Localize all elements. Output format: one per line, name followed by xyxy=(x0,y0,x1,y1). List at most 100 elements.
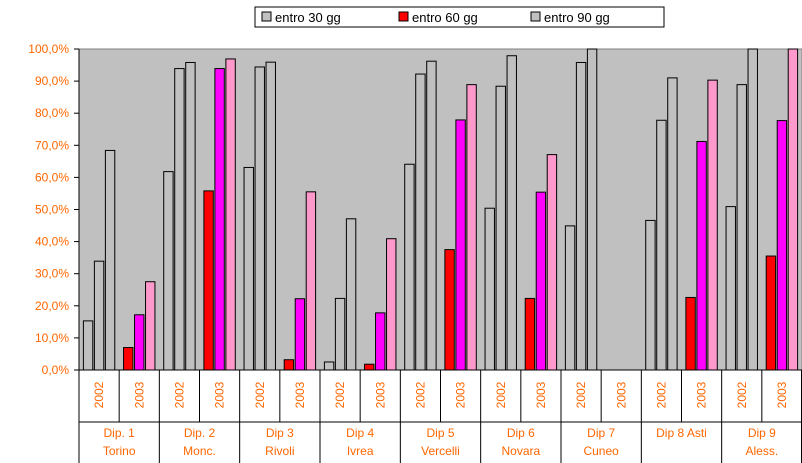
bar xyxy=(466,84,477,371)
bar xyxy=(484,207,495,371)
x-group-label: Torino xyxy=(103,444,136,458)
bar xyxy=(535,191,547,371)
x-tick-label-year: 2002 xyxy=(735,381,749,408)
bar xyxy=(163,171,174,371)
bar xyxy=(725,206,736,371)
bar xyxy=(323,361,335,371)
x-tick-label-year: 2003 xyxy=(775,381,789,408)
x-group-label: Dip 4 xyxy=(346,426,374,440)
y-tick-label: 30,0% xyxy=(35,267,69,281)
x-tick-label-year: 2003 xyxy=(534,381,548,408)
x-group-label: Novara xyxy=(501,444,540,458)
x-group-label: Cuneo xyxy=(583,444,619,458)
bar xyxy=(243,166,254,371)
y-axis: 0,0% 10,0% 20,0% 30,0% 40,0% 50,0% 60,0% 70,0% 8… xyxy=(28,42,80,377)
bar xyxy=(765,255,777,371)
bar xyxy=(82,320,94,371)
x-axis: 2002 2003 Dip. 1 Torino 2002 2003 Dip. 2 Monc. 2… xyxy=(78,369,802,463)
bar xyxy=(444,249,455,371)
y-tick-label: 80,0% xyxy=(35,106,69,120)
bar xyxy=(254,66,265,371)
bar xyxy=(225,58,236,371)
legend-swatch xyxy=(530,11,541,22)
x-tick-label-year: 2002 xyxy=(253,381,267,408)
x-tick-label-year: 2002 xyxy=(654,381,668,408)
x-tick-label-year: 2003 xyxy=(293,381,307,408)
x-group-label: Dip 8 Asti xyxy=(656,426,707,440)
y-tick-label: 40,0% xyxy=(35,235,69,249)
bar xyxy=(564,225,576,371)
legend-swatch xyxy=(261,11,272,22)
bar xyxy=(787,48,799,371)
y-tick-label: 90,0% xyxy=(35,74,69,88)
bar xyxy=(667,77,678,371)
bar xyxy=(294,298,306,371)
y-tick-label: 50,0% xyxy=(35,203,69,217)
x-tick-label-year: 2003 xyxy=(454,381,468,408)
x-group-label: Rivoli xyxy=(265,444,294,458)
y-tick-label: 60,0% xyxy=(35,170,69,184)
legend-box xyxy=(254,6,665,28)
bar xyxy=(696,140,707,371)
y-tick-label: 100,0% xyxy=(28,42,69,56)
x-group-label: Monc. xyxy=(183,444,216,458)
bar xyxy=(506,55,517,371)
bar xyxy=(345,218,357,371)
bar xyxy=(364,363,375,371)
bar xyxy=(134,314,145,371)
x-tick-label-year: 2002 xyxy=(92,381,106,408)
bar xyxy=(685,296,696,371)
bar xyxy=(185,61,196,371)
bar xyxy=(386,238,397,371)
bar xyxy=(93,260,105,371)
x-tick-label-year: 2002 xyxy=(574,381,588,408)
bar xyxy=(104,149,116,371)
bar xyxy=(426,60,437,371)
bar xyxy=(203,190,214,371)
bar xyxy=(747,48,758,371)
x-tick-label-year: 2003 xyxy=(132,381,146,408)
bar xyxy=(265,61,276,371)
bar xyxy=(305,191,317,371)
x-group-label: Vercelli xyxy=(421,444,460,458)
x-tick-label-year: 2002 xyxy=(333,381,347,408)
bar xyxy=(656,119,667,371)
legend-swatch xyxy=(398,11,409,22)
bar xyxy=(174,68,185,371)
legend-label: entro 30 gg xyxy=(275,10,341,25)
bar xyxy=(334,297,346,371)
bar xyxy=(455,119,466,371)
bar xyxy=(123,347,134,371)
x-group-label: Dip 9 xyxy=(748,426,776,440)
x-tick-label-year: 2002 xyxy=(494,381,508,408)
bar xyxy=(283,359,295,371)
x-tick-label-year: 2002 xyxy=(172,381,186,408)
x-group-label: Dip. 2 xyxy=(184,426,216,440)
x-tick-label-year: 2003 xyxy=(213,381,227,408)
x-group-label: Dip. 1 xyxy=(103,426,135,440)
bars xyxy=(82,48,799,371)
bar xyxy=(776,120,788,371)
legend-label: entro 60 gg xyxy=(412,10,478,25)
bar xyxy=(214,68,225,371)
x-group-label: Ivrea xyxy=(347,444,374,458)
bar xyxy=(586,48,598,371)
legend: entro 30 gg entro 60 gg entro 90 gg xyxy=(254,6,665,28)
bar xyxy=(546,154,558,371)
x-group-label: Dip 7 xyxy=(587,426,615,440)
bar xyxy=(645,219,656,371)
x-tick-label-year: 2003 xyxy=(373,381,387,408)
x-tick-label-year: 2003 xyxy=(695,381,709,408)
bar xyxy=(575,61,587,371)
bar xyxy=(375,312,386,371)
y-tick-label: 70,0% xyxy=(35,138,69,152)
x-group-label: Aless. xyxy=(745,444,778,458)
y-tick-label: 0,0% xyxy=(42,363,70,377)
bar xyxy=(404,163,415,371)
plot-area xyxy=(78,48,802,371)
bar xyxy=(495,85,506,371)
bar xyxy=(707,79,718,371)
x-group-label: Dip 5 xyxy=(426,426,454,440)
y-tick-label: 10,0% xyxy=(35,331,69,345)
